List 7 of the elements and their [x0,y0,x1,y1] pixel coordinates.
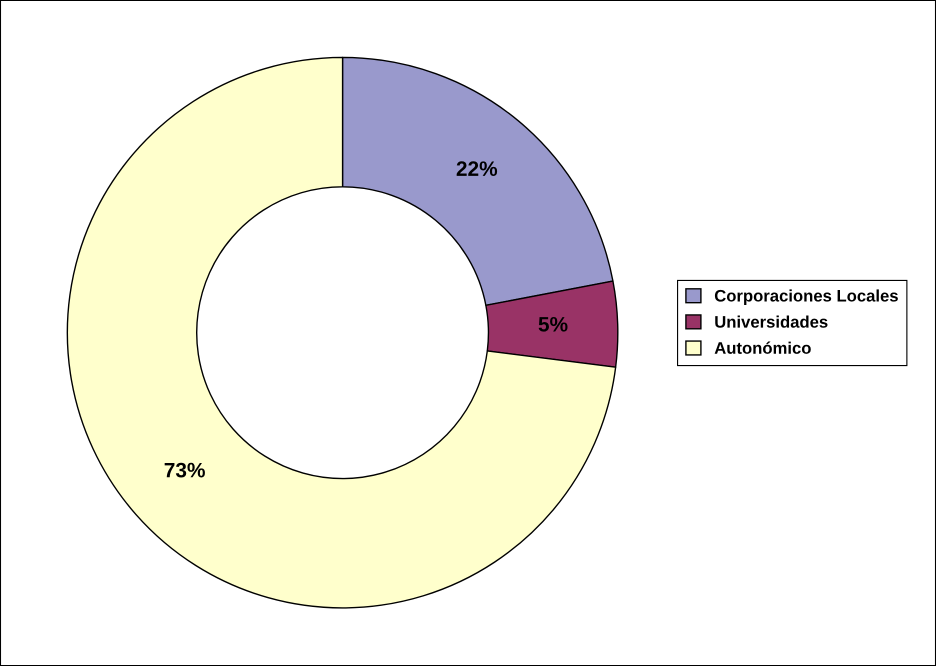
legend-label: Autonómico [714,342,811,354]
legend-label: Universidades [715,316,828,328]
data-label: 22% [456,161,498,176]
data-label: 5% [538,316,568,332]
legend-label: Corporaciones Locales [714,289,898,305]
data-label: 73% [164,462,205,478]
donut-slice [66,56,616,609]
